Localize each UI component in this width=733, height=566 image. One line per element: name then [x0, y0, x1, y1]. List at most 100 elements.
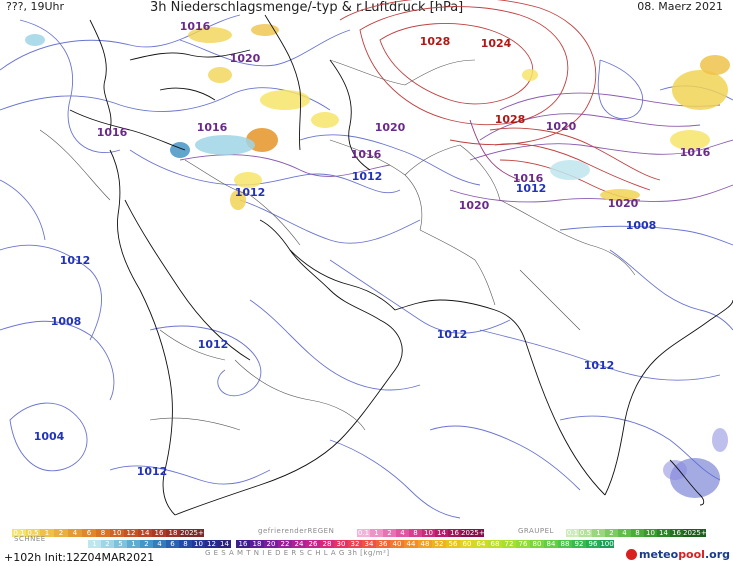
isobar-line [0, 320, 115, 401]
coastline [259, 219, 381, 321]
legend-swatch: 68 [488, 539, 502, 548]
border [329, 139, 423, 231]
forecast-time-label: ???, 19Uhr [6, 0, 65, 13]
legend-swatch: 2 [383, 528, 396, 537]
isobar-line [249, 299, 421, 391]
isobar-label: 1020 [546, 120, 577, 133]
legend-swatch: 18 [250, 539, 264, 548]
legend-swatch: 0.5 [579, 528, 592, 537]
isobar-label: 1016 [97, 126, 128, 139]
legend-swatch: 2 [54, 528, 68, 537]
coastline [289, 249, 396, 311]
isobar-line [339, 0, 597, 145]
coastline [159, 87, 216, 101]
isobar-line [559, 225, 733, 246]
border [184, 159, 251, 196]
isobar-line [479, 329, 721, 381]
isobar-line [469, 139, 733, 161]
isobar-label: 1012 [235, 186, 266, 199]
legend-swatch: 16 [236, 539, 250, 548]
legend-swatch: 96 [586, 539, 600, 548]
border [404, 59, 476, 86]
border [149, 417, 241, 431]
border [404, 144, 461, 176]
legend-swatch: 4 [153, 539, 166, 548]
border [39, 129, 111, 201]
legend-swatch: 12 [205, 539, 218, 548]
isobar-label: 1020 [459, 199, 490, 212]
coastline [89, 19, 112, 131]
isobar-line [359, 6, 569, 126]
border [519, 269, 581, 331]
legend-swatch: 16 [670, 528, 683, 537]
legend-swatch: 88 [558, 539, 572, 548]
legend-swatch: 2 [101, 539, 114, 548]
legend-swatch: 8 [96, 528, 110, 537]
legend-swatch: 34 [362, 539, 376, 548]
isobar-label: 1024 [481, 37, 512, 50]
isobar-line [129, 149, 401, 194]
legend-swatch: 28 [320, 539, 334, 548]
isobar-line [149, 325, 262, 397]
precip-rain [700, 55, 730, 75]
logo-text-c: .org [704, 548, 730, 561]
precip-snow [25, 34, 45, 46]
legend-swatch: 1 [127, 539, 140, 548]
legend-total-scale: 16 18 20 22 24 26 28 30 32 34 36 40 44 48 52 56 60 64 68 72… [236, 539, 614, 548]
meteopool-logo[interactable]: meteo pool .org [625, 548, 730, 561]
legend-swatch: 12 [124, 528, 138, 537]
legend-swatch: 2 [140, 539, 153, 548]
isobar-line [299, 134, 481, 186]
legend-swatch: 10 [192, 539, 205, 548]
isobar-label: 1012 [352, 170, 383, 183]
precip-rain [260, 90, 310, 110]
isobar-line [9, 402, 88, 472]
border [459, 144, 501, 201]
legend-swatch: 26 [306, 539, 320, 548]
legend-swatch: 16 [152, 528, 166, 537]
logo-text-b: pool [678, 548, 705, 561]
legend-swatch: 10 [110, 528, 124, 537]
precip-legend: 0.1 0.5 1 2 4 6 8 10 12 14 16 18 2025+ gefrierenderR… [0, 524, 733, 566]
precip-rain [311, 112, 339, 128]
isobar-label: 1004 [34, 430, 65, 443]
precip-rain [208, 67, 232, 83]
precip-total [663, 460, 687, 480]
legend-swatch: 0.1 [12, 528, 26, 537]
coastline [174, 319, 403, 516]
isobar-label: 1012 [584, 359, 615, 372]
precip-rain [188, 27, 232, 43]
legend-swatch: 6 [166, 539, 179, 548]
isobar-label: 1012 [137, 465, 168, 478]
isobar-line [379, 23, 534, 105]
legend-swatch: 36 [376, 539, 390, 548]
isobar-line [469, 119, 521, 181]
border [249, 194, 301, 246]
coastline [124, 199, 251, 361]
isobar-line [597, 59, 644, 120]
legend-swatch: 10 [422, 528, 435, 537]
legend-swatch: 14 [435, 528, 448, 537]
isobar-line [19, 19, 121, 153]
precip-snow [195, 135, 255, 155]
coastline [264, 14, 302, 151]
border [159, 329, 226, 361]
precip-rain [251, 24, 279, 36]
isobar-line [0, 87, 331, 112]
legend-swatch: 84 [544, 539, 558, 548]
legend-swatch: 22 [278, 539, 292, 548]
legend-swatch: 48 [418, 539, 432, 548]
legend-swatch: 30 [334, 539, 348, 548]
isobar-line [0, 179, 46, 241]
legend-swatch: 2025+ [461, 528, 484, 537]
isobar-line [449, 184, 733, 203]
legend-swatch: 16 [448, 528, 461, 537]
precip-snow [170, 142, 190, 158]
isobar-line [239, 199, 421, 244]
precip-rain [522, 69, 538, 81]
logo-dot-icon [625, 549, 637, 560]
legend-swatch: 5 [114, 539, 127, 548]
isobar-label: 1020 [375, 121, 406, 134]
precip-rain [670, 130, 710, 150]
